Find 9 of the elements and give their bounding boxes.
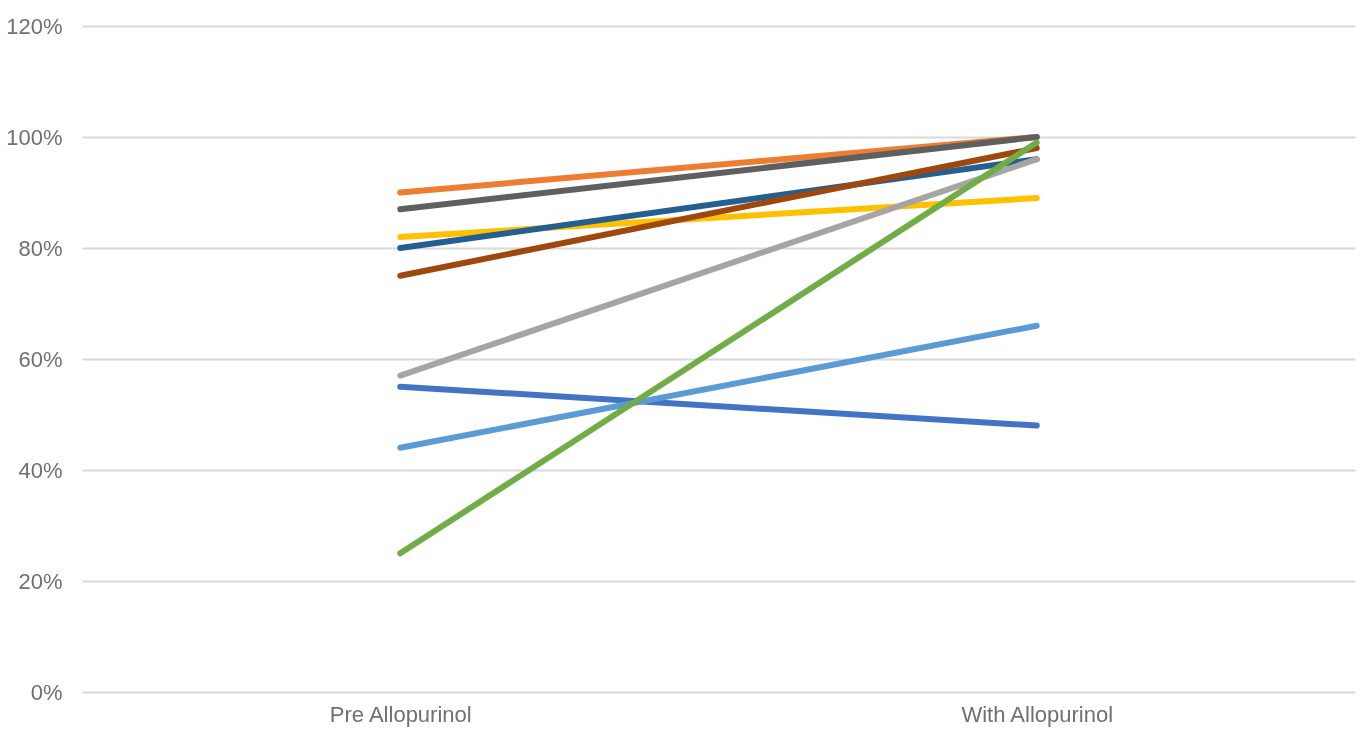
y-tick-label: 120% [6,13,63,39]
y-tick-label: 40% [18,457,63,483]
y-tick-label: 0% [30,679,63,705]
y-tick-label: 100% [6,124,63,150]
y-tick-label: 60% [18,346,63,372]
y-tick-label: 80% [18,235,63,261]
x-tick-label: Pre Allopurinol [329,701,472,727]
x-tick-label: With Allopurinol [961,701,1114,727]
y-tick-label: 20% [18,568,63,594]
